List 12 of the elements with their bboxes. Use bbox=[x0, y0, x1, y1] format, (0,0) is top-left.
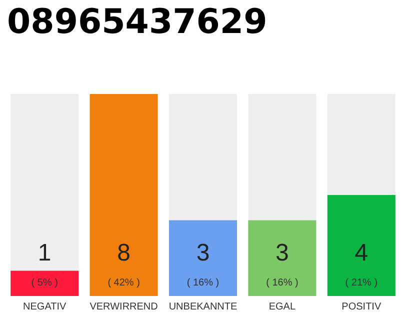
bar bbox=[10, 270, 79, 296]
data-label: 8 ( 42% ) bbox=[108, 240, 140, 288]
x-tick-label: POSITIV bbox=[342, 302, 382, 312]
chart-title: 08965437629 bbox=[7, 2, 268, 42]
x-tick-label: EGAL bbox=[268, 302, 296, 312]
x-tick-label: VERWIRREND bbox=[90, 302, 158, 312]
data-label: 1 ( 5% ) bbox=[31, 240, 58, 288]
x-tick-label: NEGATIV bbox=[23, 302, 67, 312]
data-label: 4 ( 21% ) bbox=[345, 240, 378, 288]
data-label: 3 ( 16% ) bbox=[266, 240, 298, 288]
data-label: 3 ( 16% ) bbox=[186, 240, 220, 288]
x-tick-label: UNBEKANNTE bbox=[168, 302, 238, 312]
